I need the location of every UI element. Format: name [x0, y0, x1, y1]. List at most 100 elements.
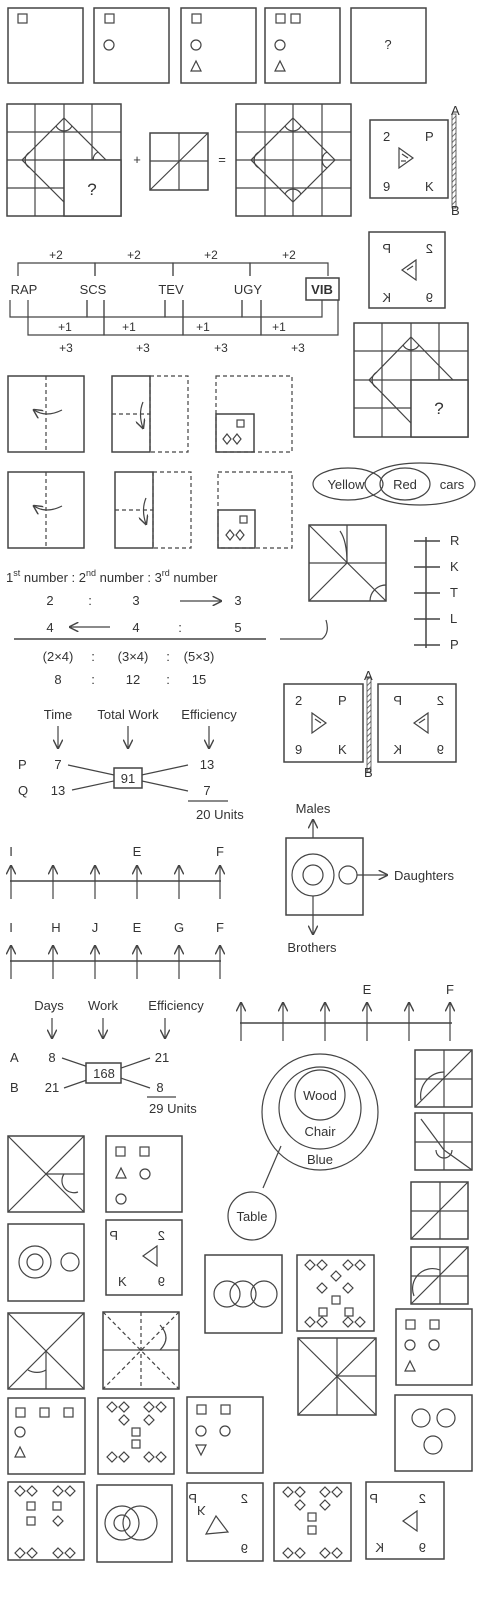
svg-text:K: K — [197, 1503, 206, 1518]
fig-mirror-small-1: P 2 K 9 — [105, 1219, 183, 1296]
work-problem-1: Time Total Work Efficiency P Q 7 13 91 1… — [18, 707, 244, 822]
square-shape — [275, 13, 286, 24]
line-label: I — [9, 920, 13, 935]
venn-label-red: Red — [393, 477, 417, 492]
line-label: I — [9, 844, 13, 859]
fig-dashed-star — [102, 1311, 180, 1390]
seq-box-4 — [264, 7, 341, 84]
svg-text:2: 2 — [241, 1491, 248, 1506]
units-result: 20 Units — [196, 807, 244, 822]
card-label-mirrored: 2 — [426, 241, 433, 256]
label-blue: Blue — [307, 1152, 333, 1167]
mirror — [366, 677, 372, 773]
card-label-bl: 9 — [383, 179, 390, 194]
grid-puzzle-right: ? — [353, 322, 469, 438]
rank-label: L — [450, 611, 457, 626]
mirror — [451, 113, 457, 209]
card-label-mirrored: K — [393, 742, 402, 757]
svg-text:P: P — [109, 1228, 118, 1243]
column-header: Total Work — [97, 707, 159, 722]
fig-sq-r4 — [410, 1246, 469, 1305]
svg-text:9: 9 — [158, 1274, 165, 1289]
value-c: 21 — [155, 1050, 169, 1065]
ratio-value: 4 — [46, 620, 53, 635]
column-header: Efficiency — [148, 998, 204, 1013]
triangle-shape — [190, 59, 202, 72]
line-label: H — [51, 920, 60, 935]
fig-cross-square-1 — [7, 1135, 85, 1213]
plus-one-label: +1 — [196, 320, 210, 334]
row-label: Q — [18, 783, 28, 798]
ratio-colon: : — [91, 672, 95, 687]
ratio-value: (3×4) — [118, 649, 149, 664]
label-chair: Chair — [304, 1124, 336, 1139]
series-word: UGY — [234, 282, 263, 297]
units-result: 29 Units — [149, 1101, 197, 1116]
fig-three-circles — [204, 1254, 283, 1334]
fig-sq-r2 — [414, 1112, 473, 1171]
series-word-answer: VIB — [311, 282, 333, 297]
circle-shape — [190, 39, 202, 51]
number-line-3: E F — [240, 982, 454, 1041]
line-label: G — [174, 920, 184, 935]
svg-text:9: 9 — [419, 1540, 426, 1555]
card-label-tl: 2 — [383, 129, 390, 144]
fig-circles-1 — [7, 1223, 85, 1302]
card-label-mirrored: 2 — [437, 693, 444, 708]
series-word: TEV — [158, 282, 184, 297]
plus-three-label: +3 — [136, 341, 150, 355]
svg-text:2: 2 — [158, 1228, 165, 1243]
series-word: SCS — [80, 282, 107, 297]
mirror-card: 2 P 9 K A B — [369, 103, 460, 218]
value-a: 7 — [54, 757, 61, 772]
ratio-value: 2 — [46, 593, 53, 608]
fig-mirror-small-2: P 2 K 9 — [186, 1482, 264, 1562]
card-label-mirrored: 9 — [426, 290, 433, 305]
value-d: 7 — [203, 783, 210, 798]
card-label-br: K — [425, 179, 434, 194]
fig-diamonds-1 — [296, 1254, 375, 1332]
plus-two-label: +2 — [49, 248, 63, 262]
circle-shape — [274, 39, 286, 51]
square-shape — [104, 13, 115, 24]
question-mark: ? — [434, 399, 443, 418]
number-line-2: I H J E G F — [9, 920, 224, 979]
row-label: P — [18, 757, 27, 772]
card-label-mirrored: P — [382, 241, 391, 256]
rank-label: P — [450, 637, 459, 652]
svg-text:2: 2 — [419, 1491, 426, 1506]
plus-three-label: +3 — [291, 341, 305, 355]
fig-sq-r3 — [410, 1181, 469, 1240]
card-label-bl: 9 — [295, 742, 302, 757]
line-label: F — [446, 982, 454, 997]
mirror-label-a: A — [451, 103, 460, 118]
letter-series: +2 +2 +2 +2 RAP SCS TEV UGY VIB +1 +1 +1… — [9, 248, 340, 355]
ratio-colon: : — [91, 649, 95, 664]
value-d: 8 — [156, 1080, 163, 1095]
ratio-heading: 1st number : 2nd number : 3rd number — [6, 568, 218, 585]
mirror-label-b: B — [364, 765, 373, 780]
plus-one-label: +1 — [272, 320, 286, 334]
line-label: E — [363, 982, 372, 997]
line-label: F — [216, 844, 224, 859]
card-label-mirrored: K — [382, 290, 391, 305]
total-work: 91 — [121, 771, 135, 786]
ratio-value: 12 — [126, 672, 140, 687]
series-word: RAP — [11, 282, 38, 297]
row-label: B — [10, 1080, 19, 1095]
row-label: A — [10, 1050, 19, 1065]
card-label-mirrored: 9 — [437, 742, 444, 757]
family-diagram: Males Daughters Brothers — [285, 801, 454, 955]
ratio-block: 1st number : 2nd number : 3rd number 2 :… — [6, 568, 328, 687]
rank-label: T — [450, 585, 458, 600]
ratio-colon: : — [166, 649, 170, 664]
svg-text:K: K — [375, 1540, 384, 1555]
square-shape — [17, 13, 28, 24]
label-wood: Wood — [303, 1088, 337, 1103]
completion-puzzle: ? + = — [6, 103, 352, 217]
fig-shapes-box-4 — [186, 1396, 264, 1474]
ranking-line: R K T L P — [414, 533, 459, 652]
mirror-label-a: A — [364, 668, 373, 683]
value-b: 13 — [51, 783, 65, 798]
ratio-value: (2×4) — [43, 649, 74, 664]
